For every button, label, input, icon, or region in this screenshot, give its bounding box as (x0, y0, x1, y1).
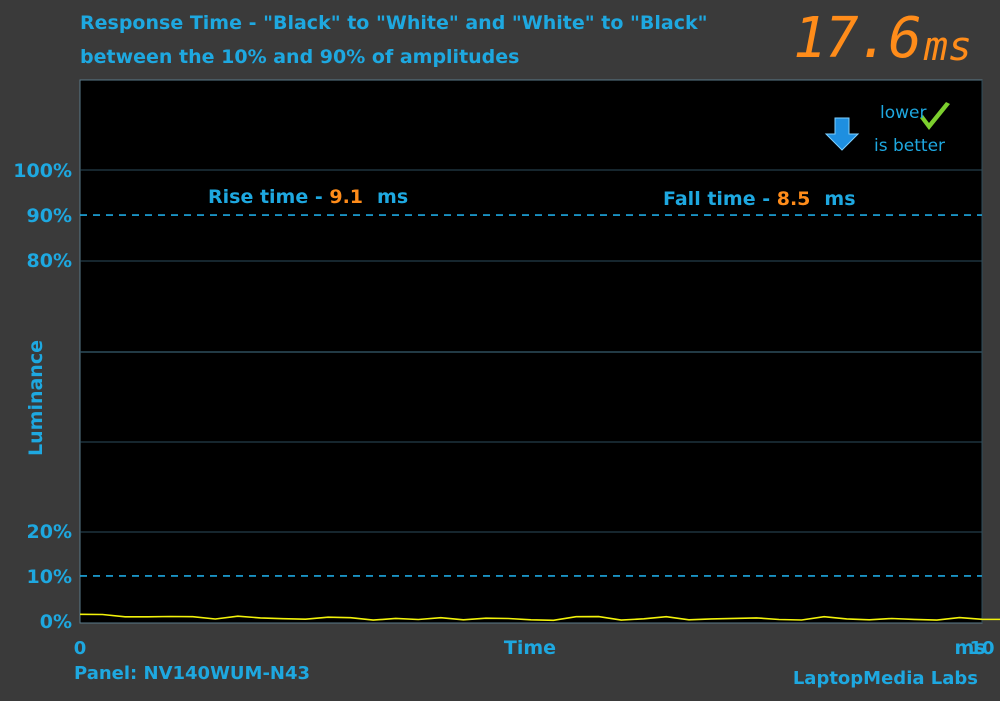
down-arrow-icon (824, 117, 860, 151)
y-tick-label: 90% (27, 205, 72, 227)
y-tick-label: 20% (27, 521, 72, 543)
rise-time-unit: ms (377, 186, 408, 208)
chart-title: Response Time - "Black" to "White" and "… (80, 12, 708, 34)
fall-time-unit: ms (824, 188, 855, 210)
grid (80, 80, 983, 623)
x-axis-unit: ms (954, 637, 985, 659)
fall-time-value: 8.5 (777, 188, 811, 210)
badge-is-better: is better (874, 136, 945, 156)
x-axis-label: Time (504, 637, 556, 659)
rise-time-label: Rise time - 9.1 ms (208, 186, 408, 208)
total-response-value: 17.6 (793, 6, 922, 71)
y-tick-label: 100% (13, 160, 72, 182)
checkmark-icon (920, 102, 950, 130)
x-tick-label: 10 (969, 638, 994, 659)
total-response-unit: ms (923, 24, 972, 70)
fall-time-label: Fall time - 8.5 ms (663, 188, 856, 210)
brand-name: LaptopMedia Labs (792, 668, 978, 689)
tick-labels: 01020304050607080900%10%20%80%90%100% (13, 160, 994, 659)
y-axis-label: Luminance (25, 340, 47, 456)
x-tick-label: 0 (74, 638, 87, 659)
y-tick-label: 10% (27, 566, 72, 588)
panel-model: Panel: NV140WUM-N43 (74, 663, 311, 684)
y-tick-label: 80% (27, 250, 72, 272)
fall-time-prefix: Fall time - (663, 188, 777, 210)
y-tick-label: 0% (40, 611, 72, 633)
rise-time-value: 9.1 (329, 186, 363, 208)
badge-lower: lower (880, 103, 926, 123)
lower-is-better-badge: lower is better (824, 102, 950, 156)
chart-subtitle: between the 10% and 90% of amplitudes (80, 46, 520, 68)
rise-time-prefix: Rise time - (208, 186, 329, 208)
